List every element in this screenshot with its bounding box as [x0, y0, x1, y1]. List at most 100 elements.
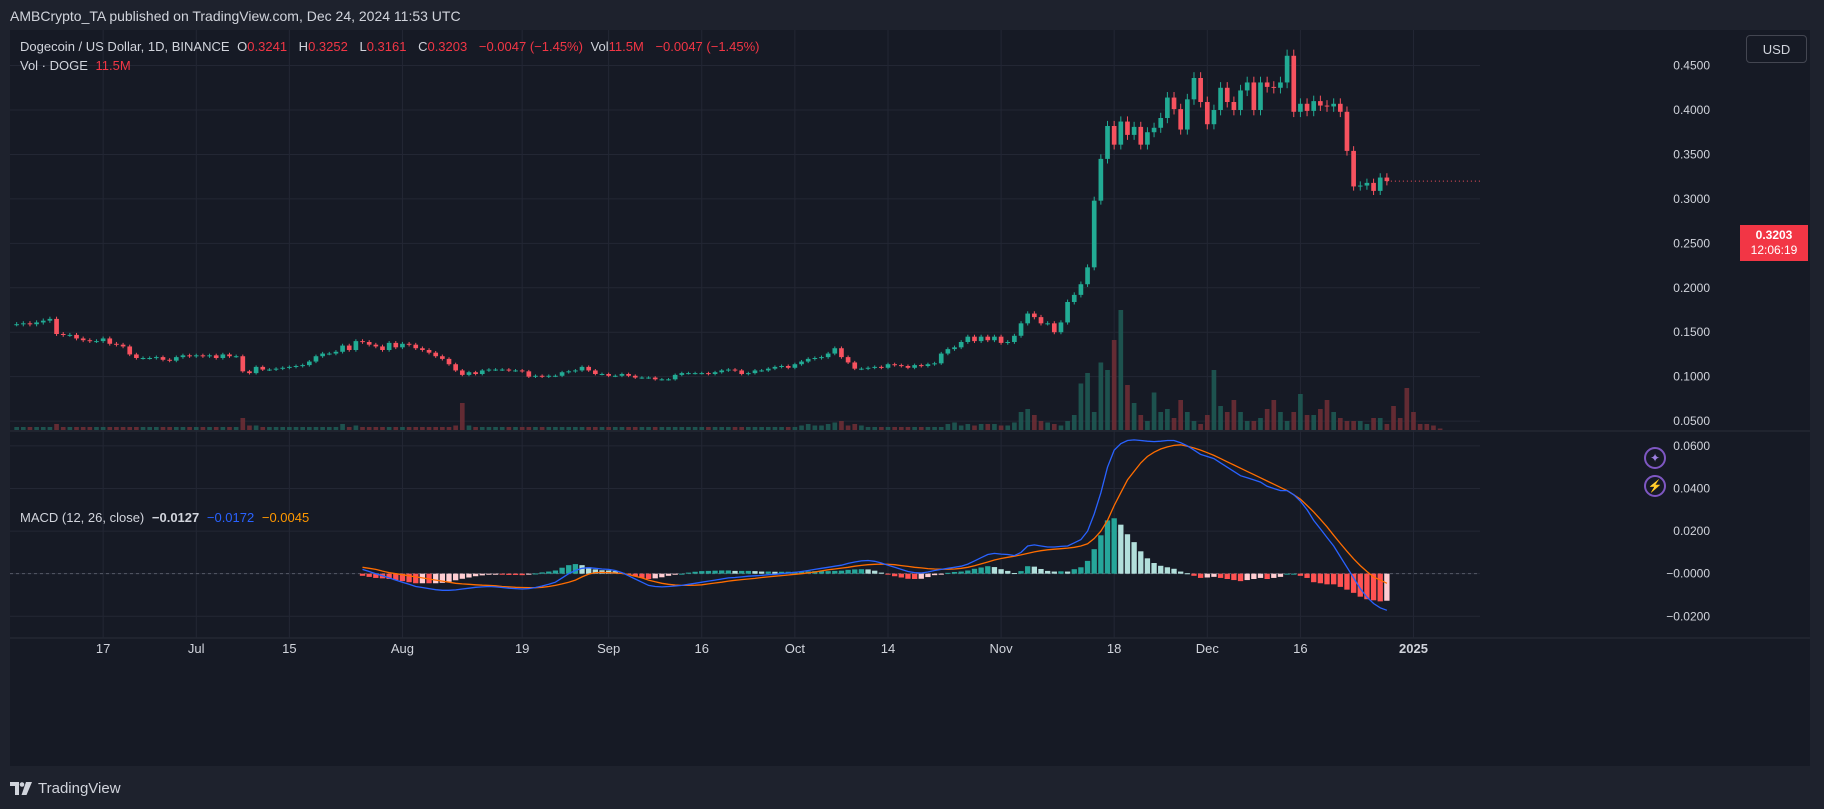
macd-histogram-bar [559, 567, 565, 574]
macd-histogram-bar [1171, 568, 1177, 574]
candle-body [193, 355, 199, 357]
candle-body [180, 355, 186, 358]
candle-body [54, 318, 59, 334]
candle-body [905, 366, 911, 368]
candle-body [326, 353, 332, 355]
macd-signal-line [362, 444, 1388, 589]
macd-histogram-bar [699, 571, 705, 574]
volume-bar [1091, 412, 1097, 430]
candle-body [300, 365, 305, 367]
symbol-name[interactable]: Dogecoin / US Dollar, 1D, BINANCE [20, 39, 230, 54]
candle-body [539, 375, 545, 377]
volume-bar [792, 427, 798, 430]
chart-svg[interactable]: 0.4500 0.4000 0.3500 0.3000 0.2500 0.2000 0.15… [10, 30, 1810, 766]
volume-bar [945, 424, 951, 430]
candle-body [1304, 103, 1310, 111]
candle-body [1258, 82, 1263, 110]
volume-bar [865, 427, 871, 430]
lightning-icon[interactable]: ⚡ [1644, 475, 1666, 497]
candle-body [20, 323, 26, 325]
volume-bar [1431, 425, 1436, 430]
candle-body [845, 357, 851, 363]
volume-bar [779, 427, 784, 430]
candle-body [805, 358, 811, 362]
macd-histogram-bar [539, 572, 545, 574]
volume-bar [360, 427, 365, 430]
candle-body [466, 372, 472, 375]
price-tick-label: 0.1500 [1673, 325, 1710, 339]
macd-histogram-bar [1331, 573, 1337, 585]
volume-bar [732, 427, 738, 430]
volume-bar [479, 427, 485, 430]
candle-body [459, 370, 465, 375]
currency-button[interactable]: USD [1746, 35, 1807, 63]
candle-body [726, 369, 731, 371]
candle-body [972, 336, 977, 342]
sparkle-icon[interactable]: ✦ [1644, 447, 1666, 469]
time-tick-label: 14 [881, 641, 895, 656]
tradingview-logo-icon [10, 781, 32, 795]
candle-body [612, 375, 618, 377]
volume-bar [140, 427, 146, 430]
macd-histogram-bar [572, 564, 579, 574]
candle-body [87, 340, 93, 342]
candle-body [639, 377, 645, 379]
candle-body [207, 355, 212, 357]
candle-body [94, 341, 99, 343]
macd-histogram-bar [1251, 573, 1257, 579]
macd-histogram-bar [985, 566, 991, 574]
volume-bar [353, 425, 359, 430]
macd-histogram-bar [632, 573, 638, 577]
volume-bar [1018, 412, 1024, 430]
candle-body [433, 352, 439, 357]
macd-tick-label: 0.0200 [1673, 524, 1710, 538]
macd-histogram-bar [466, 573, 472, 578]
volume-bar [1397, 418, 1403, 430]
macd-histogram-bar [772, 571, 778, 574]
volume-bar [94, 427, 99, 430]
candle-body [745, 373, 751, 375]
candle-body [779, 366, 784, 367]
macd-pane [10, 439, 1480, 611]
macd-histogram-bar [958, 571, 964, 574]
candle-body [626, 374, 631, 376]
volume-bar [406, 427, 412, 430]
time-tick-label: Oct [785, 641, 806, 656]
candle-body [267, 369, 272, 371]
candle-body [1145, 132, 1150, 145]
candle-body [792, 364, 798, 368]
candle-body [1158, 118, 1164, 128]
volume-bar [799, 425, 804, 430]
volume-bar [765, 427, 771, 430]
macd-histogram-bar [712, 570, 718, 574]
macd-histogram-bar [872, 570, 878, 574]
macd-histogram-bar [393, 573, 399, 581]
volume-bar [280, 427, 286, 430]
macd-histogram-bar [732, 570, 738, 574]
candle-body [1337, 103, 1343, 112]
macd-histogram-bar [1064, 571, 1071, 574]
volume-bar [506, 427, 512, 430]
volume-bar [80, 427, 86, 430]
candle-body [586, 366, 592, 371]
volume-bar [686, 427, 691, 430]
volume-bar [493, 427, 498, 430]
candle-body [593, 370, 598, 374]
volume-bar [965, 424, 971, 430]
volume-pane-label[interactable]: Vol · DOGE [20, 58, 88, 73]
candle-body [306, 361, 312, 366]
macd-label[interactable]: MACD (12, 26, close) [20, 510, 145, 525]
macd-histogram-bar [1164, 567, 1171, 574]
macd-histogram-bar [951, 571, 958, 574]
volume-bar [719, 427, 725, 430]
candle-body [1231, 102, 1237, 110]
volume-bar [559, 427, 565, 430]
volume-bar [1038, 421, 1044, 430]
volume-bar [819, 425, 824, 430]
macd-histogram-bar [1217, 573, 1224, 578]
grid-layer [10, 30, 1810, 639]
volume-bar [1045, 422, 1050, 430]
candle-body [885, 364, 891, 368]
footer-brand-name: TradingView [38, 780, 121, 797]
volume-bar [247, 425, 252, 430]
